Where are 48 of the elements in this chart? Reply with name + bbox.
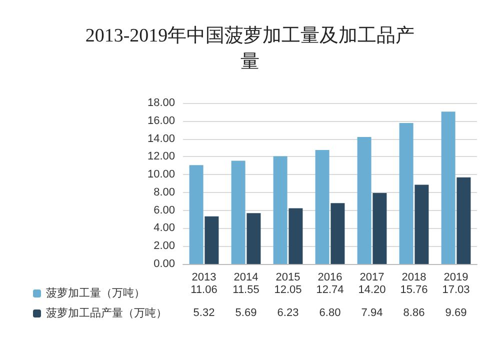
y-tick-label: 10.00	[147, 168, 175, 181]
y-tick-label: 4.00	[154, 222, 175, 234]
bar	[288, 208, 303, 264]
data-label: 5.69	[235, 307, 257, 319]
x-tick-label: 2013	[192, 272, 216, 284]
bar	[399, 123, 414, 264]
bar	[273, 156, 288, 264]
bar	[246, 213, 261, 264]
y-tick-label: 18.00	[147, 97, 175, 109]
x-tick-label: 2017	[360, 272, 384, 284]
bar	[357, 136, 372, 264]
x-tick-label: 2015	[276, 272, 300, 284]
data-label: 6.23	[277, 307, 299, 319]
legend-label: 菠萝加工量（万吨）	[46, 286, 145, 300]
data-label: 17.03	[442, 284, 470, 296]
data-label: 11.06	[190, 284, 218, 296]
data-label: 9.69	[445, 307, 467, 319]
bar	[441, 112, 456, 264]
bar	[231, 160, 246, 264]
bar	[372, 192, 387, 264]
y-tick-label: 0.00	[154, 258, 175, 270]
data-label: 14.20	[358, 284, 386, 296]
y-tick-label: 8.00	[154, 186, 175, 198]
chart-title: 2013-2019年中国菠萝加工量及加工品产量	[85, 26, 415, 72]
bar	[456, 177, 471, 264]
x-tick-label: 2014	[234, 272, 258, 284]
x-tick-label: 2018	[402, 272, 426, 284]
data-label: 7.94	[361, 307, 383, 319]
x-tick-label: 2016	[318, 272, 342, 284]
bar	[204, 216, 219, 264]
bar	[414, 184, 429, 264]
y-tick-label: 14.00	[147, 132, 175, 145]
data-label: 6.80	[319, 307, 341, 319]
bar	[315, 150, 330, 264]
data-label: 12.74	[316, 284, 344, 296]
bar	[330, 203, 345, 264]
data-label: 8.86	[403, 307, 425, 319]
legend-label: 菠萝加工品产量（万吨）	[46, 306, 167, 320]
data-label: 15.76	[400, 284, 428, 296]
x-tick-label: 2019	[444, 272, 468, 284]
y-tick-label: 12.00	[147, 150, 175, 163]
data-label: 12.05	[274, 284, 302, 296]
y-tick-label: 2.00	[154, 240, 175, 252]
data-label: 5.32	[193, 307, 215, 319]
y-tick-label: 6.00	[154, 204, 175, 216]
y-tick-label: 16.00	[147, 114, 175, 127]
bar	[189, 165, 204, 264]
data-label: 11.55	[232, 284, 260, 296]
